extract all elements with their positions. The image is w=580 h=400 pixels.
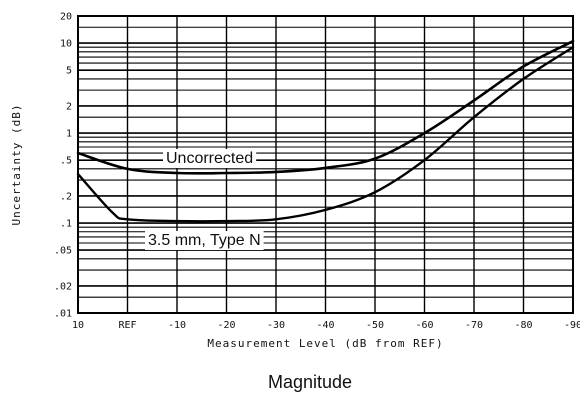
series-label-background bbox=[163, 149, 257, 168]
y-tick-label: .01 bbox=[54, 309, 72, 320]
chart-caption: Magnitude bbox=[268, 372, 352, 392]
x-tick-label: 10 bbox=[72, 320, 84, 331]
legend-type-n: 3.5 mm, Type N bbox=[145, 231, 264, 250]
y-tick-label: 2 bbox=[66, 101, 72, 112]
series-label-type-n: 3.5 mm, Type N bbox=[148, 232, 261, 249]
series-layer bbox=[76, 39, 575, 223]
series-label-background bbox=[145, 231, 264, 250]
series-line-type-n bbox=[76, 46, 575, 223]
y-tick-label: .5 bbox=[60, 156, 72, 167]
y-tick-label: .1 bbox=[60, 219, 72, 230]
y-tick-label: .02 bbox=[54, 281, 72, 292]
y-tick-label: .05 bbox=[54, 246, 72, 257]
x-tick-label: -10 bbox=[168, 320, 186, 331]
y-axis-label: Uncertainty (dB) bbox=[10, 104, 23, 226]
y-tick-label: 5 bbox=[66, 66, 72, 77]
x-tick-label: REF bbox=[118, 320, 136, 331]
x-tick-label: -30 bbox=[267, 320, 285, 331]
series-label-uncorrected: Uncorrected bbox=[166, 150, 253, 167]
series-line-uncorrected bbox=[76, 39, 575, 175]
x-axis-label: Measurement Level (dB from REF) bbox=[207, 337, 443, 350]
x-tick-label: -90 bbox=[564, 320, 580, 331]
x-tick-label: -20 bbox=[217, 320, 235, 331]
y-tick-label: 1 bbox=[66, 129, 72, 140]
x-tick-label: -50 bbox=[366, 320, 384, 331]
y-tick-labels: 20 10 5 2 1 .5 .2 .1 .05 .02 .01 bbox=[54, 12, 72, 320]
x-tick-label: -70 bbox=[465, 320, 483, 331]
y-tick-label: .2 bbox=[60, 191, 72, 202]
y-tick-label: 20 bbox=[60, 12, 72, 23]
plot-frame bbox=[77, 15, 574, 314]
x-tick-labels: 10 REF -10 -20 -30 -40 -50 -60 -70 -80 -90 bbox=[72, 320, 580, 331]
x-tick-label: -80 bbox=[514, 320, 532, 331]
grid bbox=[77, 15, 574, 314]
x-tick-label: -60 bbox=[415, 320, 433, 331]
y-tick-label: 10 bbox=[60, 39, 72, 50]
x-tick-label: -40 bbox=[316, 320, 334, 331]
legend-uncorrected: Uncorrected bbox=[163, 149, 257, 168]
